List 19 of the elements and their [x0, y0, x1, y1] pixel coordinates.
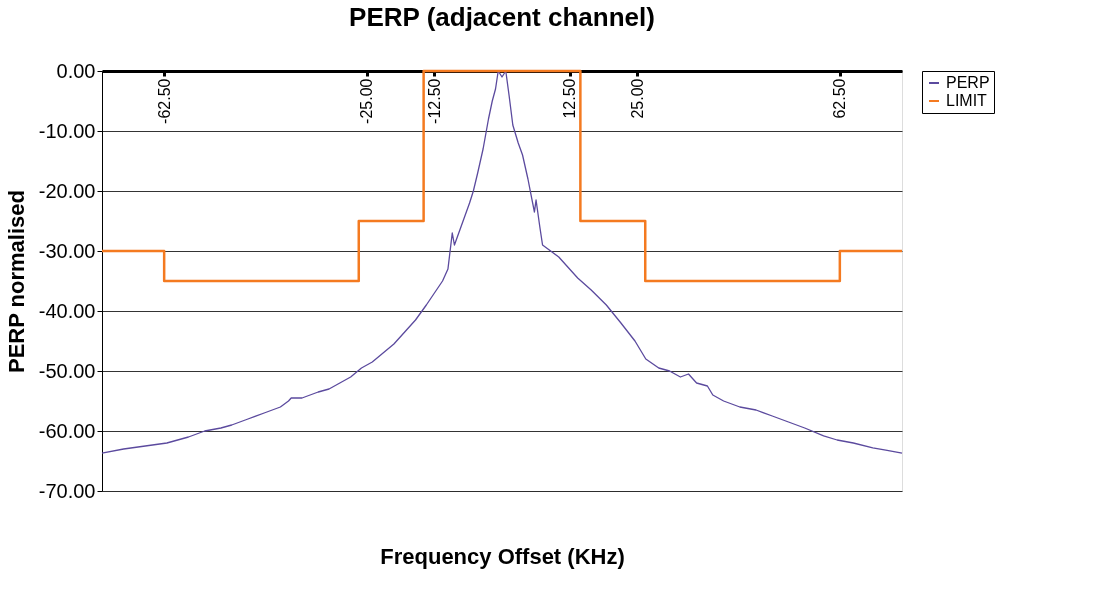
x-tick-label: 62.50 — [831, 78, 849, 119]
y-tick-label: -70.00 — [38, 479, 96, 502]
y-tick-label: 0.00 — [56, 59, 96, 82]
x-axis-title: Frequency Offset (KHz) — [380, 543, 625, 569]
x-tick-label: -12.50 — [425, 78, 443, 124]
y-axis-title: PERP normalised — [3, 190, 29, 373]
y-tick-label: -50.00 — [38, 359, 96, 382]
x-tick-label: -25.00 — [358, 78, 376, 124]
y-tick-label: -20.00 — [38, 179, 96, 202]
x-tick-label: 12.50 — [561, 78, 579, 119]
y-tick-label: -10.00 — [38, 119, 96, 142]
y-tick-label: -60.00 — [38, 419, 96, 442]
y-tick-label: -30.00 — [38, 239, 96, 262]
legend-label: PERP — [946, 74, 990, 91]
y-tick-label: -40.00 — [38, 299, 96, 322]
legend-label: LIMIT — [946, 92, 988, 109]
x-tick-label: -62.50 — [155, 78, 173, 124]
x-tick-label: 25.00 — [628, 78, 646, 119]
chart-title: PERP (adjacent channel) — [349, 2, 655, 32]
